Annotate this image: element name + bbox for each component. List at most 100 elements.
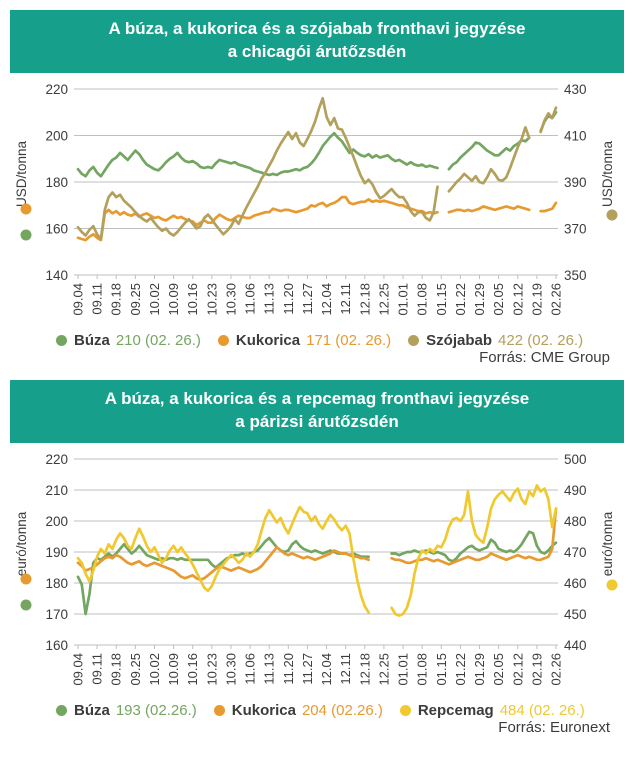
y-tick-left: 180 (45, 576, 68, 591)
x-tick-label: 10.09 (166, 283, 181, 316)
legend-name: Búza (74, 701, 110, 719)
y-tick-left: 220 (45, 452, 68, 467)
legend-dot-kukorica (217, 334, 229, 346)
legend-dot-kukorica (213, 704, 225, 716)
y-tick-left: 200 (45, 514, 68, 529)
x-tick-label: 11.20 (281, 283, 296, 315)
paris-source: Forrás: Euronext (498, 718, 610, 736)
legend-name: Kukorica (235, 331, 301, 349)
y-tick-right: 460 (564, 576, 587, 591)
x-tick-label: 10.02 (147, 283, 162, 316)
legend-value: 204 (02.26.) (301, 701, 383, 719)
y-tick-right: 480 (564, 514, 587, 529)
legend-item-kukorica: Kukorica 204 (02.26.) (213, 701, 383, 719)
x-tick-label: 02.12 (510, 653, 525, 686)
x-tick-label: 02.05 (491, 283, 506, 316)
x-tick-label: 11.06 (243, 653, 258, 685)
legend-value: 484 (02. 26.) (499, 701, 585, 719)
x-tick-label: 12.18 (357, 283, 372, 316)
x-tick-label: 12.11 (338, 283, 353, 315)
left-axis-series-dot (20, 599, 32, 611)
y-axis-labels-right: 500 490 480 470 460 450 440 (564, 452, 587, 653)
legend-name: Szójabab (426, 331, 493, 349)
legend-name: Kukorica (231, 701, 296, 719)
y-tick-right: 450 (564, 607, 587, 622)
legend-dot-repcemag (399, 704, 411, 716)
x-tick-label: 01.29 (472, 283, 487, 316)
x-tick-label: 11.27 (300, 653, 315, 685)
right-axis-series-dot (606, 579, 618, 591)
x-tick-label: 10.23 (204, 283, 219, 316)
x-tick-label: 11.06 (243, 283, 258, 315)
legend-name: Búza (74, 331, 110, 349)
y-tick-right: 430 (564, 82, 587, 97)
x-tick-label: 10.16 (185, 653, 200, 686)
x-tick-label: 02.26 (549, 653, 564, 686)
x-tick-label: 01.08 (415, 653, 430, 686)
x-tick-label: 01.01 (396, 653, 411, 686)
paris-title-line2: a párizsi árutőzsdén (235, 411, 399, 431)
paris-title-bar: A búza, a kukorica és a repcemag frontha… (10, 379, 624, 443)
x-tick-label: 10.16 (185, 283, 200, 316)
y-tick-right: 440 (564, 638, 587, 653)
legend-dot-buza (56, 704, 67, 716)
chicago-panel: A búza, a kukorica és a szójabab frontha… (0, 10, 634, 366)
x-tick-label: 01.15 (434, 283, 449, 316)
x-tick-label: 09.04 (71, 283, 86, 316)
legend-item-szojabab: Szójabab 422 (02. 26.) (408, 332, 583, 349)
y-tick-right: 370 (564, 221, 587, 236)
x-tick-label: 02.05 (491, 653, 506, 686)
x-tick-label: 01.22 (453, 653, 468, 686)
right-axis-series-dot (606, 209, 618, 221)
x-tick-label: 09.25 (128, 653, 143, 686)
x-tick-label: 01.29 (472, 653, 487, 686)
series-line-buza (76, 530, 558, 616)
x-tick-label: 10.23 (204, 653, 219, 686)
y-tick-left: 170 (45, 607, 68, 622)
legend-value: 210 (02. 26.) (115, 331, 201, 349)
x-tick-label: 10.30 (223, 653, 238, 686)
x-tick-label: 02.12 (510, 283, 525, 316)
x-tick-label: 12.18 (357, 653, 372, 686)
page: A búza, a kukorica és a szójabab frontha… (0, 10, 634, 736)
left-axis-series-dot (20, 229, 32, 241)
y-tick-left: 180 (45, 175, 68, 190)
paris-legend: Búza 193 (02.26.) Kukorica 204 (02.26.) Repc… (0, 702, 634, 719)
x-tick-label: 01.15 (434, 653, 449, 686)
x-tick-label: 02.19 (529, 283, 544, 316)
y-tick-right: 350 (564, 268, 587, 283)
series-line-repcemag (76, 483, 558, 617)
x-tick-label: 12.25 (376, 653, 391, 686)
y-tick-right: 500 (564, 452, 587, 467)
x-tick-label: 09.18 (109, 283, 124, 316)
x-tick-label: 09.25 (128, 283, 143, 316)
x-tick-label: 09.11 (90, 283, 105, 315)
left-axis-unit-label: USD/tonna (14, 140, 29, 207)
chicago-title-bar: A búza, a kukorica és a szójabab frontha… (10, 10, 624, 73)
paris-panel: A búza, a kukorica és a repcemag frontha… (0, 379, 634, 736)
x-tick-label: 12.04 (319, 283, 334, 316)
x-tick-label: 12.11 (338, 653, 353, 685)
legend-value: 171 (02. 26.) (306, 331, 392, 349)
y-tick-left: 220 (45, 82, 68, 97)
y-tick-left: 210 (45, 483, 68, 498)
x-axis-labels: 09.04 09.11 09.18 09.25 10.02 10.09 10.16 10.23… (71, 644, 564, 686)
y-axis-labels-right: 430 410 390 370 350 (564, 82, 587, 283)
x-axis-labels: 09.04 09.11 09.18 09.25 10.02 10.09 10.16 10.23… (71, 274, 564, 316)
x-tick-label: 10.02 (147, 653, 162, 686)
legend-item-buza: Búza 193 (02.26.) (56, 702, 197, 719)
x-tick-label: 10.30 (223, 283, 238, 316)
left-axis-series-dot (20, 203, 32, 215)
y-tick-right: 470 (564, 545, 587, 560)
legend-value: 422 (02. 26.) (498, 331, 584, 349)
legend-item-buza: Búza 210 (02. 26.) (56, 332, 201, 349)
y-tick-right: 410 (564, 128, 587, 143)
x-tick-label: 12.04 (319, 653, 334, 686)
right-axis-unit-label: USD/tonna (600, 140, 615, 207)
x-tick-label: 10.09 (166, 653, 181, 686)
x-tick-label: 11.20 (281, 653, 296, 685)
legend-dot-szojabab (408, 334, 420, 346)
x-tick-label: 02.26 (549, 283, 564, 316)
y-tick-left: 140 (45, 268, 68, 283)
x-tick-label: 11.27 (300, 283, 315, 315)
